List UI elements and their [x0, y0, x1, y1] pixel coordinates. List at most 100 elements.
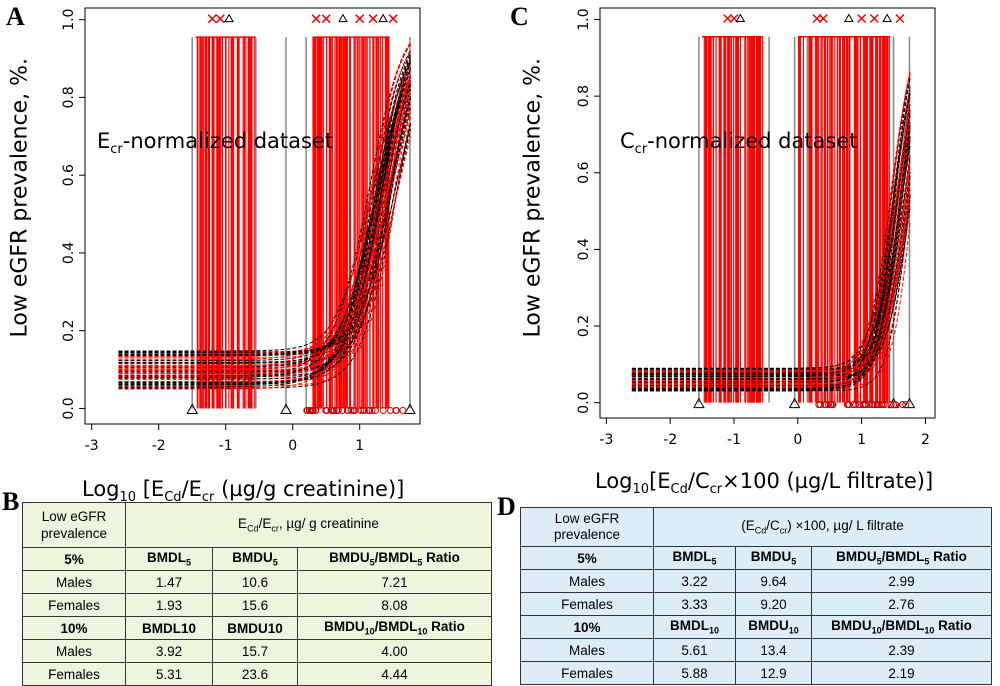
rug-point: [392, 406, 400, 414]
y-tick-label: 0.4: [576, 238, 592, 260]
y-tick-label: 0.4: [61, 242, 77, 264]
table-b: Low eGFR prevalence ECd/Ecr, µg/ g creati…: [22, 502, 492, 686]
x-tick-label: -2: [152, 438, 166, 454]
cell-group: Females: [22, 593, 126, 617]
rug-point: [365, 406, 373, 414]
chart-c-ylabel: Low eGFR prevalence, %.: [520, 57, 546, 338]
rug-point: [879, 401, 887, 409]
cell-ratio: 4.00: [297, 639, 492, 663]
response-curve: [631, 91, 911, 374]
col-bmdl: BMDL10: [653, 615, 736, 639]
cell-bmdu: 9.20: [735, 592, 812, 616]
cell-ratio: 2.76: [811, 592, 992, 616]
top-marker: [818, 13, 828, 24]
rug-point: [844, 401, 852, 409]
cell-group: Females: [520, 661, 654, 685]
response-curve: [631, 179, 911, 375]
top-marker: [735, 13, 746, 22]
cell-bmdu: 15.7: [212, 639, 298, 663]
cell-bmdl: 5.61: [653, 638, 736, 662]
response-curve: [631, 221, 911, 388]
rug-point: [360, 406, 368, 414]
y-tick-label: 0.2: [576, 315, 592, 337]
response-curve: [118, 73, 412, 390]
top-marker: [378, 13, 389, 23]
table-d-header-left: Low eGFR prevalence: [520, 507, 654, 547]
rug-point: [852, 401, 860, 409]
rug-point: [902, 401, 910, 409]
response-curve: [118, 123, 412, 369]
y-tick-label: 0.2: [61, 320, 77, 342]
rug-point: [877, 401, 885, 409]
col-ratio: BMDU5/BMDL5 Ratio: [811, 546, 992, 570]
response-curve: [631, 73, 911, 383]
rug-point: [899, 401, 907, 409]
cell-ratio: 4.44: [297, 662, 492, 686]
cell-group: Females: [520, 592, 654, 616]
plot-frame: [84, 7, 421, 425]
cell-ratio: 2.19: [811, 661, 992, 685]
rug-point: [859, 401, 867, 409]
table-row: Males 1.47 10.6 7.21: [22, 570, 492, 594]
cell-bmdu: 15.6: [212, 593, 298, 617]
plot-frame: [599, 7, 936, 419]
chart-a-xlabel: Log10 [ECd/Ecr (µg/g creatinine)]: [82, 477, 405, 506]
col-ratio: BMDU10/BMDL10 Ratio: [811, 615, 992, 639]
section-label: 10%: [520, 615, 654, 639]
response-curve: [631, 112, 911, 372]
table-b-section-5: 5% BMDL5 BMDU5 BMDU5/BMDL5 Ratio: [22, 547, 492, 571]
y-tick-label: 0.8: [576, 85, 592, 107]
y-tick-label: 1.0: [576, 8, 592, 30]
table-d: Low eGFR prevalence (ECd/Ccr) ×100, µg/ L…: [520, 507, 992, 685]
y-tick-label: 0.8: [61, 86, 77, 108]
response-curve: [118, 89, 412, 353]
table-d-section-5: 5% BMDL5 BMDU5 BMDU5/BMDL5 Ratio: [520, 546, 992, 570]
rug-point: [307, 406, 315, 414]
rug-point: [322, 406, 330, 414]
top-marker: [215, 14, 225, 24]
response-curve: [631, 124, 911, 390]
x-tick-label: 2: [921, 432, 930, 448]
table-d-section-10: 10% BMDL10 BMDU10 BMDU10/BMDL10 Ratio: [520, 615, 992, 639]
cell-bmdl: 5.88: [653, 661, 736, 685]
x-tick-label: 0: [288, 438, 297, 454]
top-marker: [311, 14, 321, 24]
cell-bmdu: 9.64: [735, 569, 812, 593]
response-curve: [631, 93, 911, 370]
response-curve: [118, 68, 412, 379]
y-tick-label: 0.6: [61, 164, 77, 186]
x-tick-label: 1: [857, 432, 866, 448]
response-curve: [631, 195, 911, 377]
rug-point: [890, 401, 898, 409]
rug-point: [333, 406, 341, 414]
response-curve: [118, 83, 412, 386]
section-label: 10%: [22, 616, 126, 640]
panel-b-letter: B: [2, 487, 20, 516]
table-row: Males 3.92 15.7 4.00: [22, 639, 492, 663]
rug-point: [368, 406, 376, 414]
response-curve: [118, 113, 412, 355]
cell-bmdl: 5.31: [125, 662, 213, 686]
chart-c-dataset-label: Ccr-normalized dataset: [620, 129, 858, 158]
rug-point: [371, 406, 379, 414]
x-tick-label: -2: [663, 432, 677, 448]
rug-point: [344, 406, 352, 414]
chart-a-ylabel: Low eGFR prevalence, %.: [7, 57, 33, 338]
chart-a: 0.0 0.2 0.4 0.6 0.8 1.0 -3 -2 -1 0 1: [61, 7, 421, 454]
table-row: Females 1.93 15.6 8.08: [22, 593, 492, 617]
rug-point: [349, 406, 357, 414]
cell-bmdl: 3.33: [653, 592, 736, 616]
x-tick-label: -3: [599, 432, 613, 448]
response-curve: [631, 174, 911, 390]
top-marker: [321, 14, 331, 24]
cell-ratio: 8.08: [297, 593, 492, 617]
response-curve: [118, 67, 412, 380]
chart-a-dataset-label: Ecr-normalized dataset: [97, 129, 334, 158]
response-curve: [118, 75, 412, 371]
response-curve: [631, 113, 911, 376]
response-curve: [631, 156, 911, 385]
top-marker: [355, 14, 365, 24]
rug-point: [312, 406, 320, 414]
top-marker: [895, 13, 905, 24]
table-row: Females 5.88 12.9 2.19: [520, 661, 992, 685]
